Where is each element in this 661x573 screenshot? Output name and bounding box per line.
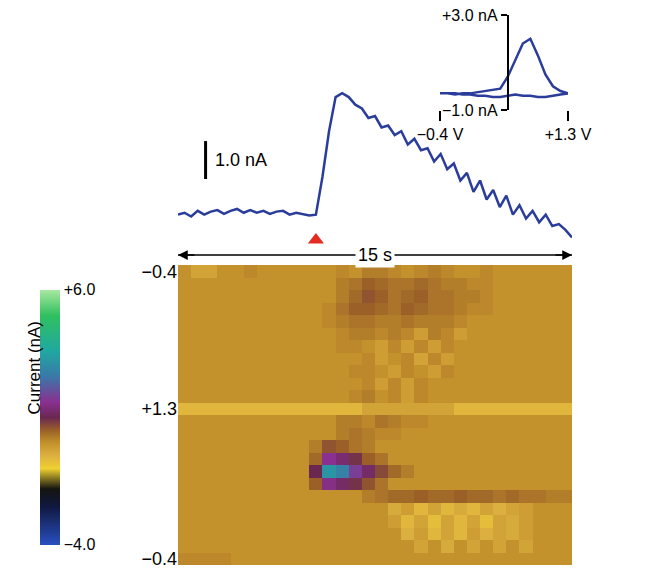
svg-text:−0.4: −0.4	[141, 262, 177, 282]
svg-text:+6.0: +6.0	[64, 281, 96, 298]
svg-text:−4.0: −4.0	[64, 536, 96, 553]
svg-text:−0.4 V: −0.4 V	[417, 126, 464, 143]
svg-text:+3.0 nA: +3.0 nA	[442, 7, 498, 24]
svg-text:−0.4: −0.4	[141, 549, 177, 569]
svg-text:15 s: 15 s	[358, 245, 392, 265]
svg-text:1.0 nA: 1.0 nA	[215, 150, 267, 170]
svg-text:+1.3: +1.3	[141, 399, 177, 419]
svg-text:+1.3 V: +1.3 V	[545, 126, 592, 143]
svg-text:Current (nA): Current (nA)	[25, 321, 44, 415]
svg-text:−1.0 nA: −1.0 nA	[442, 102, 498, 119]
